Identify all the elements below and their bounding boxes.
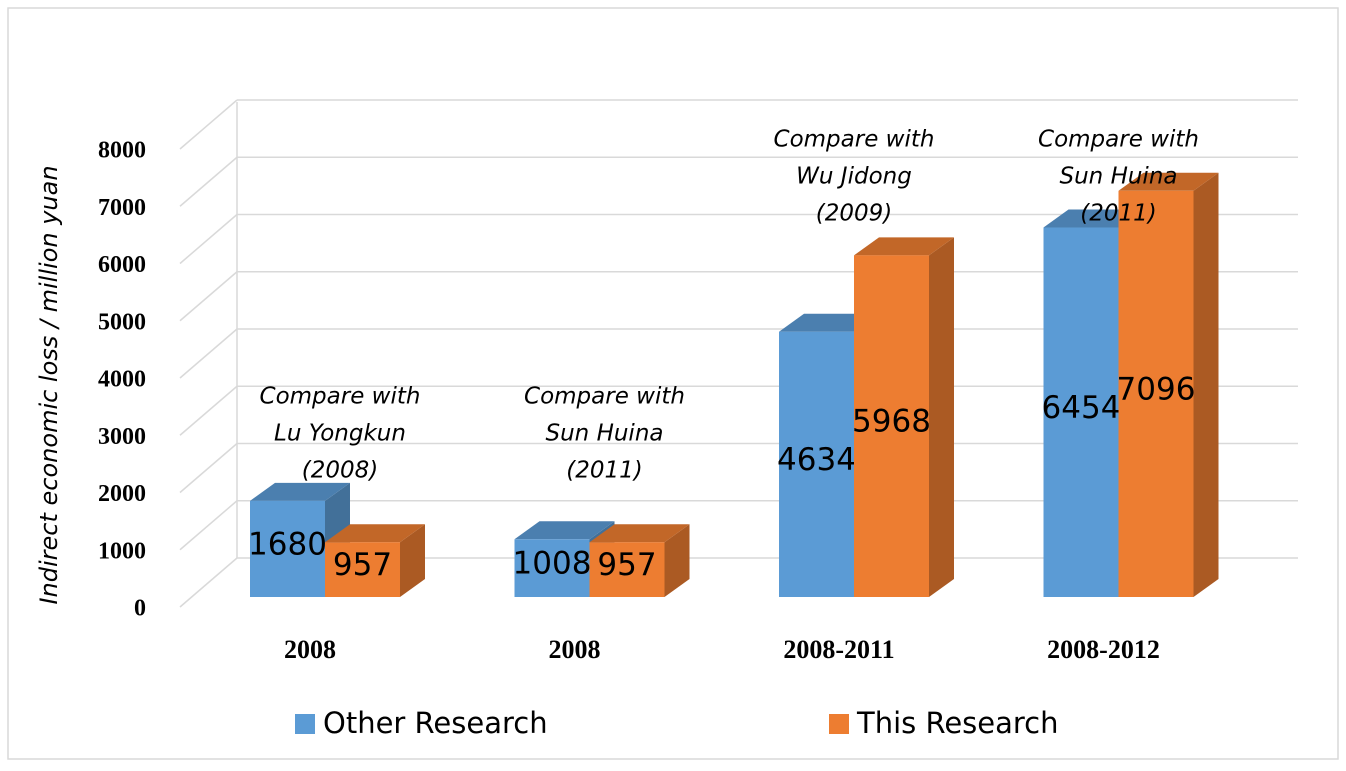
annotation: (2008)	[302, 458, 378, 484]
y-tick-label: 0	[134, 596, 146, 622]
bar	[779, 331, 854, 597]
annotation: Wu Jidong	[796, 164, 912, 190]
legend-label: Other Research	[323, 706, 548, 740]
bar	[1043, 227, 1119, 598]
x-tick-label: 2008-2012	[1047, 635, 1160, 664]
grid-line-side	[179, 99, 238, 150]
grid-line-side	[179, 442, 238, 494]
grid-line-side	[179, 500, 238, 551]
bar-top	[325, 524, 425, 543]
bar	[250, 500, 325, 597]
value-label: 4634	[777, 442, 856, 478]
bar	[1118, 190, 1194, 597]
value-label: 957	[333, 547, 392, 583]
legend-swatch	[295, 714, 315, 734]
annotation: Compare with	[774, 127, 935, 153]
y-tick-label: 6000	[98, 252, 146, 278]
value-label: 1680	[248, 526, 327, 562]
grid-line-side	[179, 328, 238, 379]
bar-top	[854, 237, 954, 256]
bar-top	[1118, 172, 1219, 191]
annotation: (2009)	[816, 201, 892, 227]
grid-line-side	[179, 385, 238, 436]
legend-label: This Research	[856, 706, 1059, 740]
value-label: 7096	[1117, 371, 1196, 407]
annotation: (2011)	[566, 458, 642, 484]
grid-line-side	[179, 213, 238, 265]
value-label: 957	[597, 547, 656, 583]
annotation: Sun Huina	[546, 421, 664, 447]
annotation: Sun Huina	[1060, 164, 1178, 190]
bar-side	[1193, 172, 1219, 597]
y-tick-label: 2000	[98, 481, 146, 507]
bar-top	[514, 521, 615, 540]
legend-swatch	[829, 714, 849, 734]
x-tick-label: 2008-2011	[783, 635, 894, 664]
value-label: 6454	[1042, 390, 1121, 426]
value-label: 1008	[513, 546, 592, 582]
y-tick-label: 3000	[98, 424, 146, 450]
bar-side	[929, 237, 954, 597]
grid-line-side	[179, 156, 238, 207]
y-tick-label: 5000	[98, 309, 146, 335]
annotation: Compare with	[1038, 127, 1199, 153]
y-axis-label: Indirect economic loss / million yuan	[35, 165, 63, 604]
bar-top	[589, 524, 690, 543]
annotation: Lu Yongkun	[274, 421, 406, 447]
bar	[514, 539, 590, 597]
bar-top	[250, 482, 350, 501]
x-tick-label: 2008	[284, 635, 336, 664]
annotation: Compare with	[524, 384, 685, 410]
bar	[325, 542, 400, 597]
bar-side	[664, 524, 690, 597]
bar	[589, 542, 665, 597]
y-tick-label: 7000	[98, 195, 146, 221]
annotation: (2011)	[1080, 201, 1156, 227]
value-label: 5968	[852, 404, 931, 440]
annotation: Compare with	[260, 384, 421, 410]
grid-line-side	[179, 271, 238, 322]
bar-side	[400, 524, 425, 597]
grid-line-side	[179, 557, 238, 608]
x-tick-label: 2008	[549, 635, 601, 664]
y-tick-label: 1000	[98, 538, 146, 564]
y-tick-label: 4000	[98, 367, 146, 393]
bar	[854, 255, 929, 597]
y-tick-label: 8000	[98, 138, 146, 164]
